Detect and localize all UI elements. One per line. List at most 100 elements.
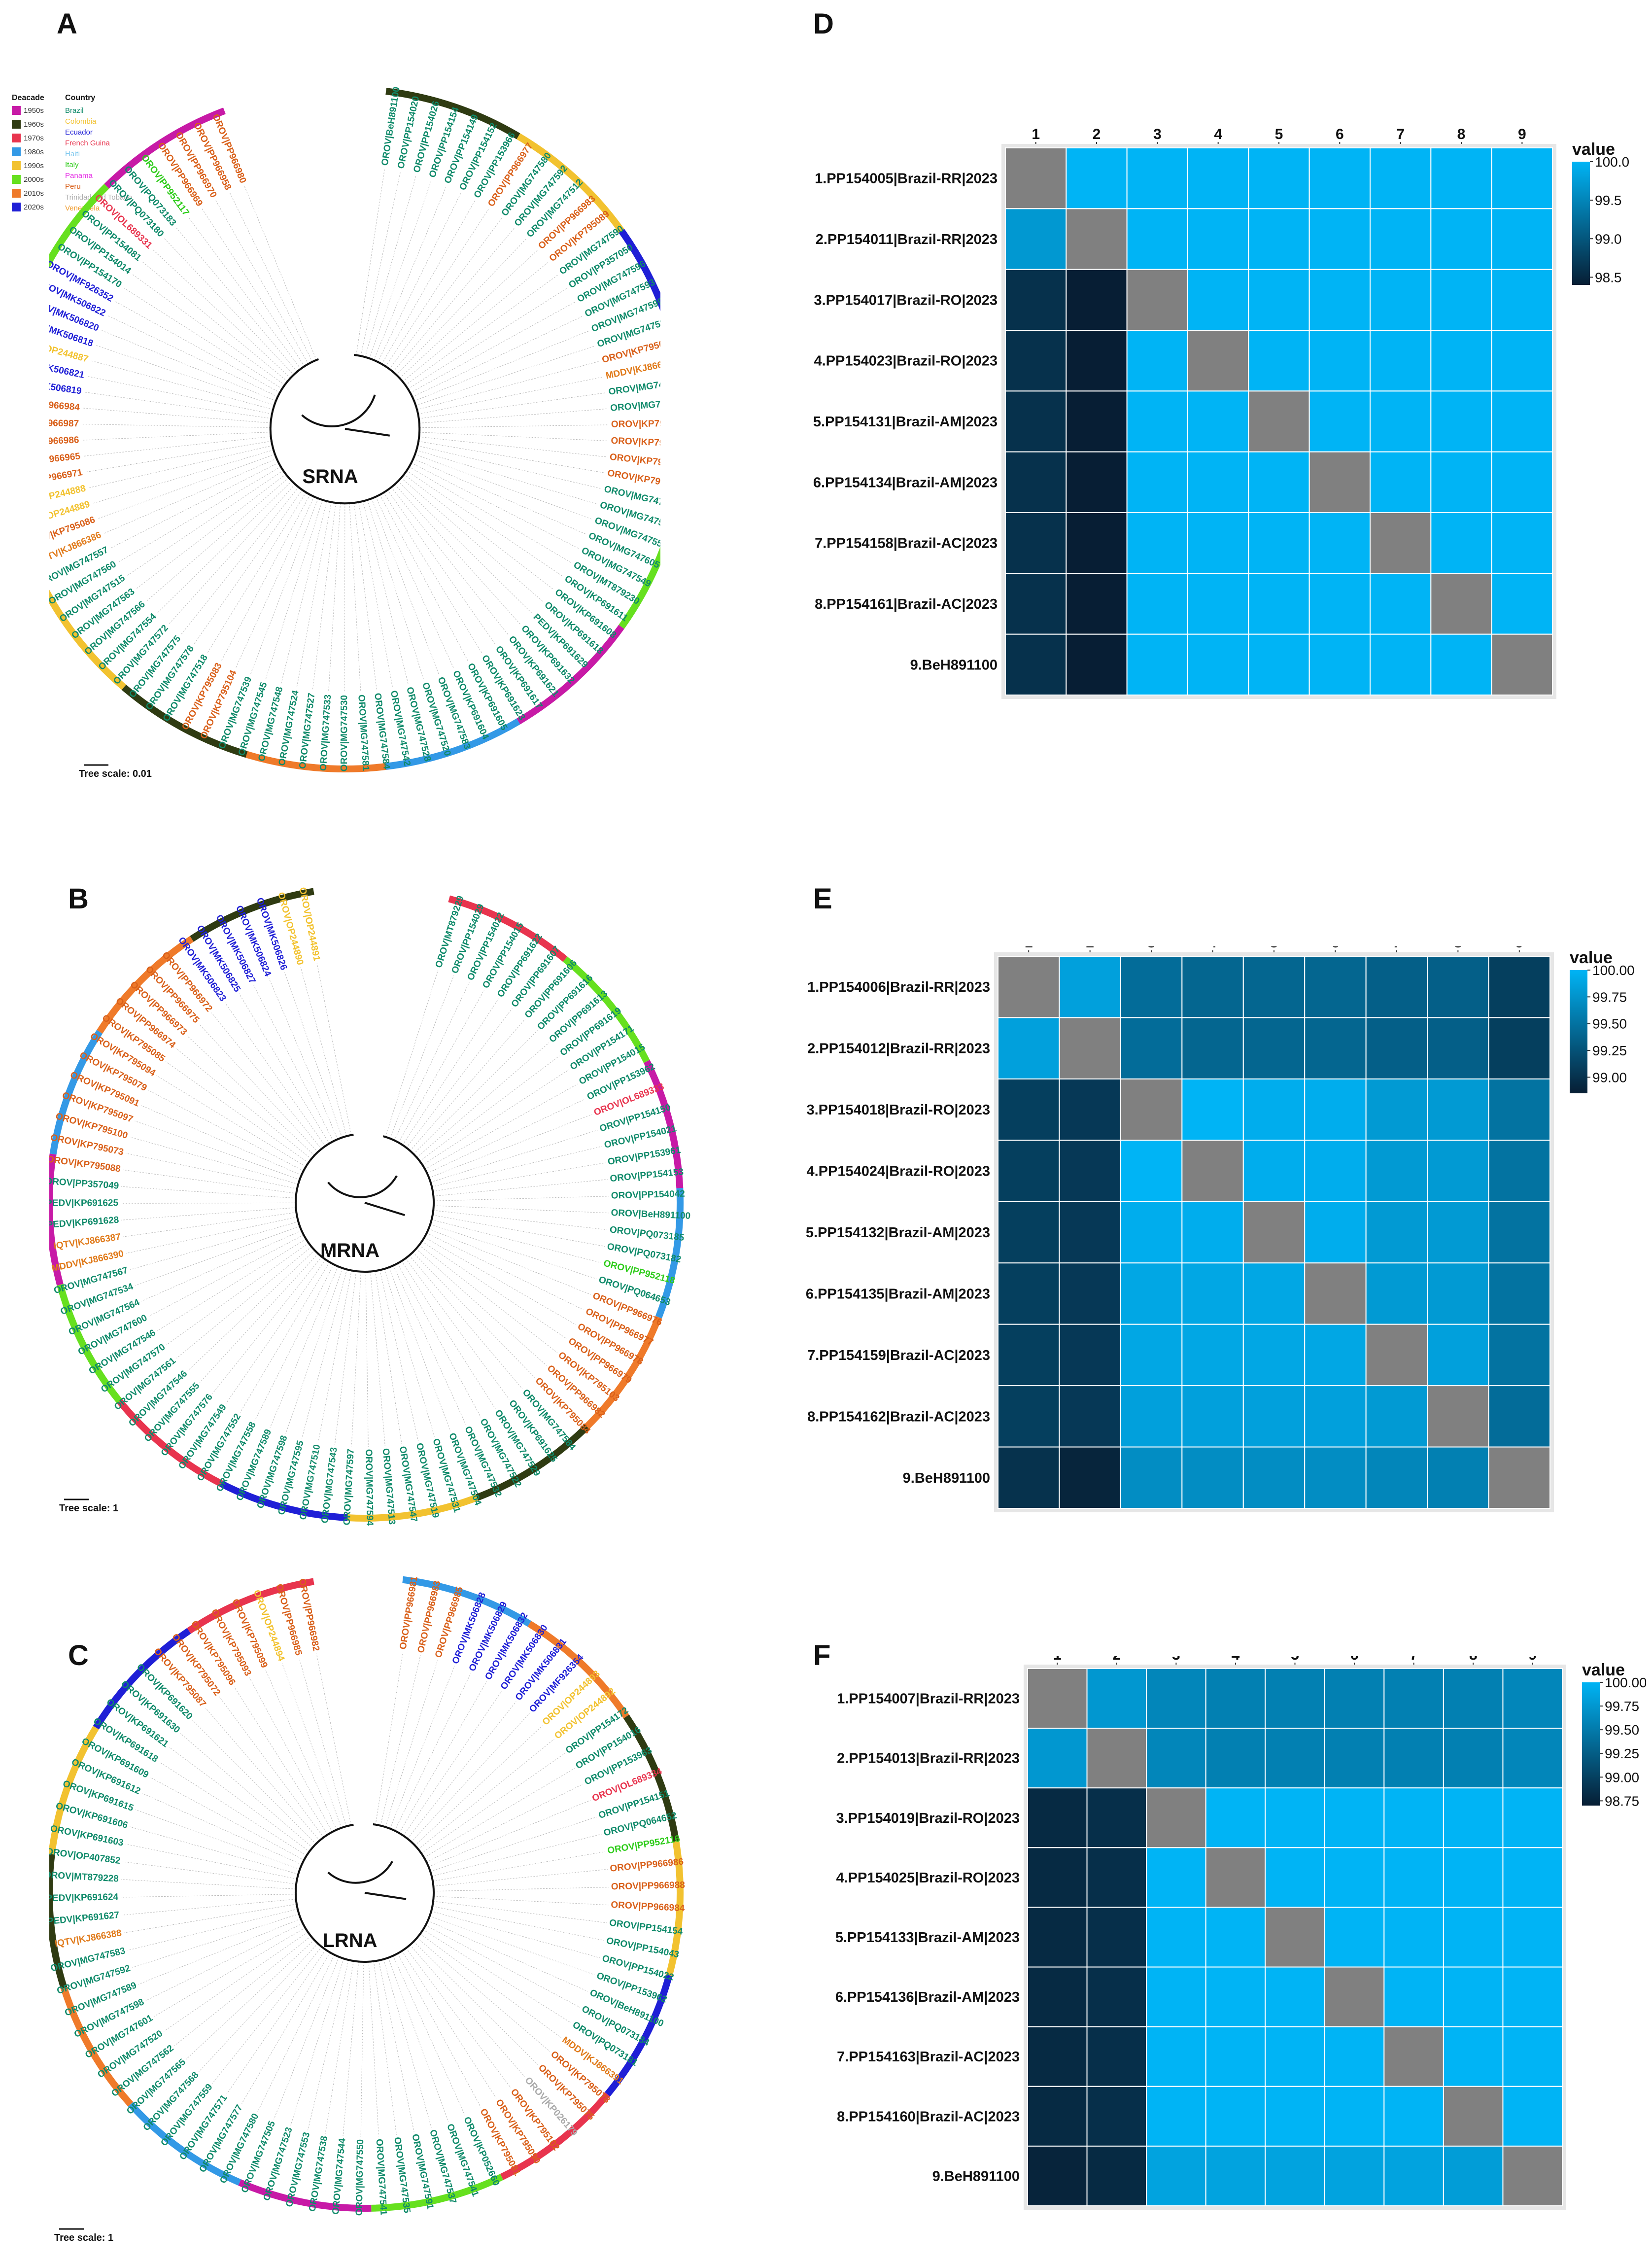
tip-leader xyxy=(187,1250,315,1371)
heatmap-cell xyxy=(1187,147,1249,209)
tip-leader xyxy=(226,1950,326,2094)
heatmap-cell xyxy=(1242,1385,1306,1448)
tip-leader xyxy=(229,191,313,362)
tip-leader xyxy=(406,1948,512,2089)
tree-tip-label: OROV|KP795098 xyxy=(611,418,660,429)
heatmap-cell xyxy=(1146,1847,1206,1908)
tip-leader xyxy=(145,1923,303,2001)
panel-letter-a: A xyxy=(57,8,77,40)
tip-leader xyxy=(174,1936,311,2046)
tip-leader xyxy=(131,274,285,385)
tip-leader xyxy=(265,499,323,681)
tip-leader xyxy=(212,1947,322,2084)
tree-branches xyxy=(295,1133,435,1273)
heatmap-cell xyxy=(1324,1966,1385,2027)
heatmap-cell xyxy=(1066,330,1128,392)
heatmap-cell xyxy=(1370,330,1432,392)
heatmap-cell xyxy=(1324,1787,1385,1848)
heatmap-cell xyxy=(1502,1847,1563,1908)
tip-leader xyxy=(385,208,490,367)
heatmap-row-label: 1.PP154005|Brazil-RR|2023 xyxy=(815,171,998,187)
tree-tip-label: OROV|KP691603 xyxy=(49,1823,124,1848)
tip-leader xyxy=(417,361,600,410)
heatmap-cell xyxy=(1265,1907,1325,1968)
heatmap-col-label: 4 xyxy=(1208,946,1217,951)
tip-leader xyxy=(419,1055,560,1162)
heatmap-row-label: 4.PP154023|Brazil-RO|2023 xyxy=(814,353,998,369)
heatmap-cell xyxy=(1502,1728,1563,1789)
country-legend-label: Italy xyxy=(65,161,79,169)
tip-leader xyxy=(365,174,416,357)
tip-leader xyxy=(316,963,352,1135)
decade-ring-segment xyxy=(49,183,109,268)
heatmap-cell xyxy=(1059,1323,1121,1387)
tip-leader xyxy=(432,1851,605,1881)
colorbar-tick-label: 100.0 xyxy=(1595,154,1629,170)
tip-leader xyxy=(399,249,539,379)
tree-tip-label: OROV|PP966986 xyxy=(610,1857,684,1874)
heatmap-cell xyxy=(1502,2026,1563,2087)
decade-ring-segment xyxy=(584,1316,662,1429)
tip-leader xyxy=(159,1761,307,1856)
tip-leader xyxy=(393,1265,466,1425)
tree-tip-label: OROV|MG747533 xyxy=(318,694,334,771)
heatmap-cell xyxy=(1187,330,1249,392)
heatmap-col-label: 8 xyxy=(1457,126,1466,142)
heatmap-cell xyxy=(1059,1078,1121,1141)
decade-ring-segment xyxy=(516,625,624,725)
country-legend-label: Colombia xyxy=(65,117,97,126)
heatmap-cell xyxy=(1027,1907,1088,1968)
heatmap-cell xyxy=(1430,512,1492,574)
heatmap-cell xyxy=(1304,1262,1367,1325)
heatmap-col-label: 4 xyxy=(1232,1656,1240,1663)
heatmap-row-label: 2.PP154013|Brazil-RR|2023 xyxy=(837,1751,1020,1767)
heatmap-cell xyxy=(1120,1078,1183,1141)
decade-swatch xyxy=(12,147,21,156)
tip-leader xyxy=(290,1958,344,2125)
heatmap-cell xyxy=(1430,208,1492,270)
heatmap-cell xyxy=(1181,1446,1244,1509)
tip-leader xyxy=(124,1904,297,1933)
heatmap-cell xyxy=(1059,1017,1121,1079)
tip-leader xyxy=(187,1035,315,1156)
tip-leader xyxy=(428,1800,591,1867)
heatmap-row-label: 5.PP154131|Brazil-AM|2023 xyxy=(813,414,998,430)
tip-leader xyxy=(409,466,572,563)
heatmap-cell xyxy=(1027,2145,1088,2207)
tip-leader xyxy=(362,501,409,685)
tip-leader xyxy=(432,1146,602,1187)
tree-tip-label: OROV|PP154042 xyxy=(611,1189,686,1201)
tree-panel-b: OROV|MT879229OROV|PP154029OROV|PP154022O… xyxy=(49,886,691,1526)
decade-legend-label: 1960s xyxy=(24,120,44,129)
tree-tip-label: OROV|MG747594 xyxy=(363,1449,375,1526)
tip-leader xyxy=(92,450,274,504)
tree-tip-label: OROV|KP795101 xyxy=(609,452,660,470)
tip-leader xyxy=(122,1899,296,1915)
heatmap-cell xyxy=(1488,1140,1550,1202)
tip-leader xyxy=(412,315,584,397)
tip-leader xyxy=(88,445,273,488)
tree-tip-label: OROV|PP966986 xyxy=(49,435,79,448)
tip-leader xyxy=(387,489,496,646)
heatmap-cell xyxy=(1027,1787,1088,1848)
heatmap-cell xyxy=(1365,1140,1428,1202)
heatmap-col-label: 7 xyxy=(1410,1656,1418,1663)
heatmap-cell xyxy=(1383,1847,1444,1908)
heatmap-cell xyxy=(1383,1668,1444,1729)
tip-leader xyxy=(90,360,274,410)
heatmap-cell xyxy=(1304,1323,1367,1387)
tip-leader xyxy=(431,1219,601,1263)
tip-leader xyxy=(123,1212,297,1237)
heatmap-col-label: 3 xyxy=(1172,1656,1180,1663)
heatmap-cell xyxy=(1146,1668,1206,1729)
tip-leader xyxy=(106,315,278,397)
heatmap-cell xyxy=(1365,1201,1428,1264)
tip-leader xyxy=(318,1270,352,1443)
colorbar-tick-label: 99.5 xyxy=(1595,193,1622,208)
tip-leader xyxy=(420,1933,561,2038)
heatmap-legend-title: value xyxy=(1582,1661,1625,1679)
heatmap-cell xyxy=(1265,2086,1325,2147)
heatmap-col-label: 1 xyxy=(1032,126,1040,142)
decade-ring-segment xyxy=(190,888,314,942)
tip-leader xyxy=(226,1259,326,1404)
